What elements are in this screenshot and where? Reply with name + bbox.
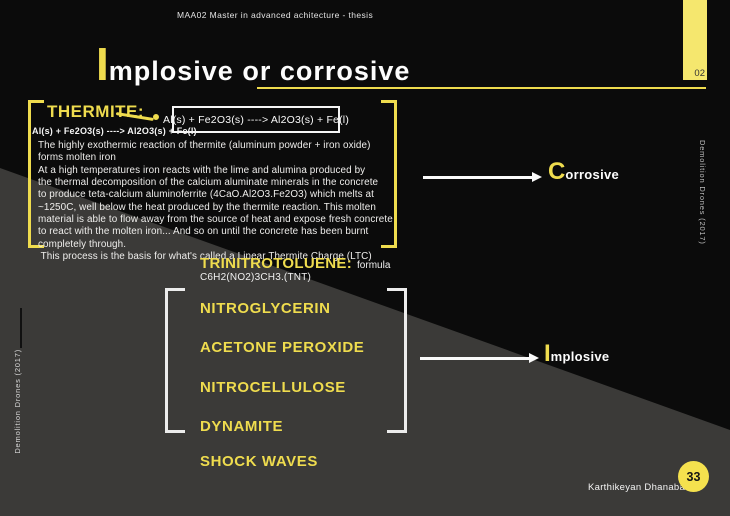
implosive-initial: I	[544, 340, 551, 367]
thermite-sub-formula: Al(s) + Fe2O3(s) ----> Al2O3(s) + Fe(l)	[32, 126, 197, 136]
explosives-bracket-left	[165, 288, 185, 433]
list-item-acetone-peroxide: ACETONE PEROXIDE	[200, 339, 365, 356]
side-caption-right: Demolition Drones (2017)	[698, 140, 707, 245]
explosives-bracket-right	[387, 288, 407, 433]
corrosive-arrow-head-icon	[532, 172, 542, 182]
thermite-paragraph: The highly exothermic reaction of thermi…	[38, 140, 393, 263]
page-number-badge: 33	[678, 461, 709, 492]
author-name: Karthikeyan Dhanabala	[588, 482, 694, 493]
list-item-nitroglycerin: NITROGLYCERIN	[200, 300, 331, 317]
implosive-rest: mplosive	[550, 349, 610, 364]
corrosive-rest: orrosive	[565, 167, 620, 182]
connector-ring-icon	[153, 114, 159, 120]
page-number-bar: 02	[683, 0, 707, 80]
thermite-bracket-left	[28, 100, 44, 248]
list-item-dynamite: DYNAMITE	[200, 418, 284, 435]
course-header: MAA02 Master in advanced achitecture - t…	[177, 10, 374, 20]
side-caption-left: Demolition Drones (2017)	[13, 349, 22, 454]
list-item-shock-waves: SHOCK WAVES	[200, 453, 319, 470]
list-item-nitrocellulose: NITROCELLULOSE	[200, 379, 346, 396]
title-underline	[257, 87, 706, 89]
title-initial: I	[96, 38, 109, 90]
tnt-formula-label: formula	[357, 260, 391, 271]
corrosive-arrow-line	[423, 176, 533, 179]
page-number-top: 02	[694, 68, 705, 79]
implosive-arrow-line	[420, 357, 530, 360]
thermite-formula-box: Al(s) + Fe2O3(s) ----> Al2O3(s) + Fe(l)	[163, 106, 349, 133]
implosive-arrow-head-icon	[529, 353, 539, 363]
thermite-heading: THERMITE:	[47, 102, 145, 121]
thermite-bracket-right	[381, 100, 397, 248]
tnt-formula: C6H2(NO2)3CH3.(TNT)	[200, 272, 312, 283]
slide-title: Implosive or corrosive	[96, 41, 411, 87]
tnt-heading: TRINITROTOLUENE:	[200, 255, 353, 272]
tnt-heading-row: TRINITROTOLUENE: formula	[200, 255, 390, 272]
corrosive-initial: C	[548, 158, 566, 185]
side-caption-left-line	[20, 308, 22, 348]
title-rest: mplosive or corrosive	[108, 56, 411, 86]
